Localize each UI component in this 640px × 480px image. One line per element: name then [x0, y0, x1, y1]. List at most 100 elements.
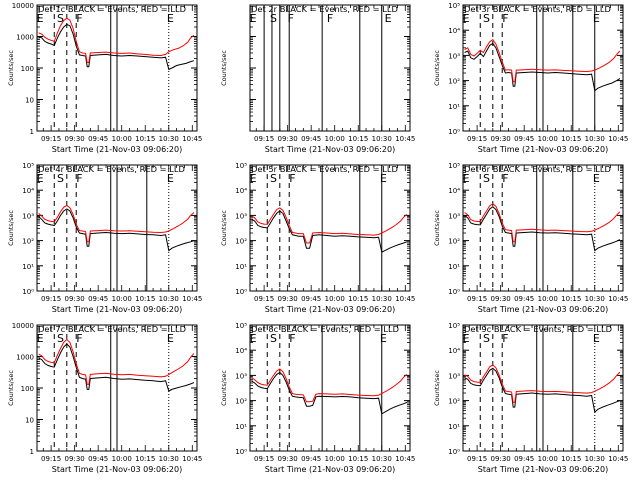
x-tick-label: 10:45	[608, 295, 628, 303]
plot-frame	[249, 324, 411, 452]
x-axis-label: Start Time (21-Nov-03 09:06:20)	[52, 465, 182, 474]
y-tick-label: 1	[30, 128, 34, 136]
y-tick-label: 10⁰	[448, 128, 460, 136]
marker-letter: E	[37, 12, 44, 25]
y-tick-label: 1000	[16, 34, 34, 42]
x-tick-label: 09:15	[467, 135, 487, 143]
marker-letter: E	[385, 12, 392, 25]
x-tick-label: 10:30	[585, 135, 605, 143]
y-tick-label: 10⁰	[235, 288, 247, 296]
x-tick-label: 09:30	[65, 455, 85, 463]
x-tick-label: 10:00	[112, 295, 132, 303]
chart-title: Det 9c BLACK = Events, RED = LLD	[464, 324, 612, 334]
y-tick-label: 10⁵	[448, 322, 460, 330]
x-tick-label: 10:45	[395, 455, 415, 463]
marker-letter: F	[288, 12, 294, 25]
x-tick-label: 10:00	[538, 455, 558, 463]
marker-letter: E	[380, 172, 387, 185]
x-tick-label: 10:00	[325, 455, 345, 463]
chart-title: Det 2r BLACK = Events, RED = LLD	[251, 4, 398, 14]
x-tick-label: 09:30	[491, 455, 511, 463]
marker-letter: S	[57, 172, 64, 185]
y-tick-label: 10¹	[448, 263, 460, 271]
x-axis-label: Start Time (21-Nov-03 09:06:20)	[265, 145, 395, 154]
x-axis-label: Start Time (21-Nov-03 09:06:20)	[478, 305, 608, 314]
series-line-events	[464, 206, 621, 252]
x-tick-label: 09:15	[467, 455, 487, 463]
marker-letter: E	[463, 172, 470, 185]
y-tick-label: 10⁴	[235, 347, 247, 355]
x-tick-label: 10:30	[372, 295, 392, 303]
x-axis-label: Start Time (21-Nov-03 09:06:20)	[478, 465, 608, 474]
x-tick-label: 10:15	[348, 135, 368, 143]
marker-letter: F	[289, 332, 295, 345]
x-axis-label: Start Time (21-Nov-03 09:06:20)	[52, 145, 182, 154]
chart-panel-9: Det 9c BLACK = Events, RED = LLD Counts/s…	[433, 322, 628, 474]
x-tick-label: 10:30	[372, 135, 392, 143]
series-line-lld	[38, 17, 195, 63]
chart-panel-6: Det 6r BLACK = Events, RED = LLD Counts/s…	[433, 162, 628, 314]
y-tick-label: 10²	[448, 398, 460, 406]
y-tick-label: 10⁵	[22, 162, 34, 170]
y-tick-label: 10⁴	[448, 27, 460, 35]
x-tick-label: 10:00	[325, 135, 345, 143]
x-tick-label: 10:00	[325, 295, 345, 303]
y-tick-label: 10²	[235, 238, 247, 246]
x-axis-label: Start Time (21-Nov-03 09:06:20)	[265, 305, 395, 314]
x-tick-label: 09:15	[467, 295, 487, 303]
marker-letter: F	[327, 12, 333, 25]
y-tick-label: 10³	[448, 52, 460, 60]
chart-title: Det 3r BLACK = Events, RED = LLD	[464, 4, 611, 14]
chart-panel-2: Det 2r BLACK = Events, RED = LLD Counts/s…	[220, 4, 415, 154]
y-tick-label: 10000	[12, 2, 34, 10]
marker-letter: S	[270, 332, 277, 345]
y-tick-label: 10⁴	[448, 187, 460, 195]
chart-panel-3: Det 3r BLACK = Events, RED = LLD Counts/s…	[433, 2, 628, 154]
series-line-events	[464, 367, 621, 414]
marker-letter: E	[167, 12, 174, 25]
x-tick-label: 10:45	[608, 455, 628, 463]
x-tick-label: 09:15	[254, 295, 274, 303]
x-tick-label: 09:15	[254, 455, 274, 463]
x-tick-label: 10:00	[538, 295, 558, 303]
series-line-events	[464, 42, 621, 92]
marker-letter: S	[57, 12, 64, 25]
marker-letter: S	[483, 172, 490, 185]
y-tick-label: 100	[21, 385, 34, 393]
x-tick-label: 09:15	[254, 135, 274, 143]
x-tick-label: 10:30	[585, 455, 605, 463]
x-tick-label: 09:30	[491, 135, 511, 143]
y-tick-label: 10⁰	[235, 448, 247, 456]
x-tick-label: 10:15	[561, 135, 581, 143]
x-tick-label: 09:45	[514, 455, 534, 463]
y-tick-label: 10²	[22, 238, 34, 246]
y-axis-label: Counts/sec	[220, 210, 228, 246]
series-line-lld	[38, 204, 195, 243]
x-tick-label: 09:45	[301, 295, 321, 303]
x-tick-label: 10:15	[561, 295, 581, 303]
marker-letter: F	[502, 12, 508, 25]
y-tick-label: 10²	[448, 238, 460, 246]
x-tick-label: 10:45	[395, 295, 415, 303]
y-tick-label: 10¹	[448, 423, 460, 431]
marker-letter: E	[380, 332, 387, 345]
x-tick-label: 09:30	[65, 295, 85, 303]
y-tick-label: 10⁵	[235, 322, 247, 330]
marker-letter: S	[270, 12, 277, 25]
y-tick-label: 1	[30, 448, 34, 456]
y-tick-label: 10000	[12, 322, 34, 330]
series-line-events	[38, 343, 195, 392]
x-tick-label: 10:15	[561, 455, 581, 463]
x-tick-label: 09:30	[278, 455, 298, 463]
marker-letter: S	[57, 332, 64, 345]
marker-letter: F	[502, 172, 508, 185]
x-tick-label: 10:30	[585, 295, 605, 303]
x-tick-label: 10:45	[182, 295, 202, 303]
chart-title: Det 4r BLACK = Events, RED = LLD	[38, 164, 185, 174]
series-line-events	[251, 371, 408, 415]
x-tick-label: 09:30	[65, 135, 85, 143]
chart-title: Det 8c BLACK = Events, RED = LLD	[251, 324, 399, 334]
y-tick-label: 10²	[235, 398, 247, 406]
x-tick-label: 09:45	[88, 455, 108, 463]
chart-panel-5: Det 5r BLACK = Events, RED = LLD Counts/s…	[220, 162, 415, 314]
